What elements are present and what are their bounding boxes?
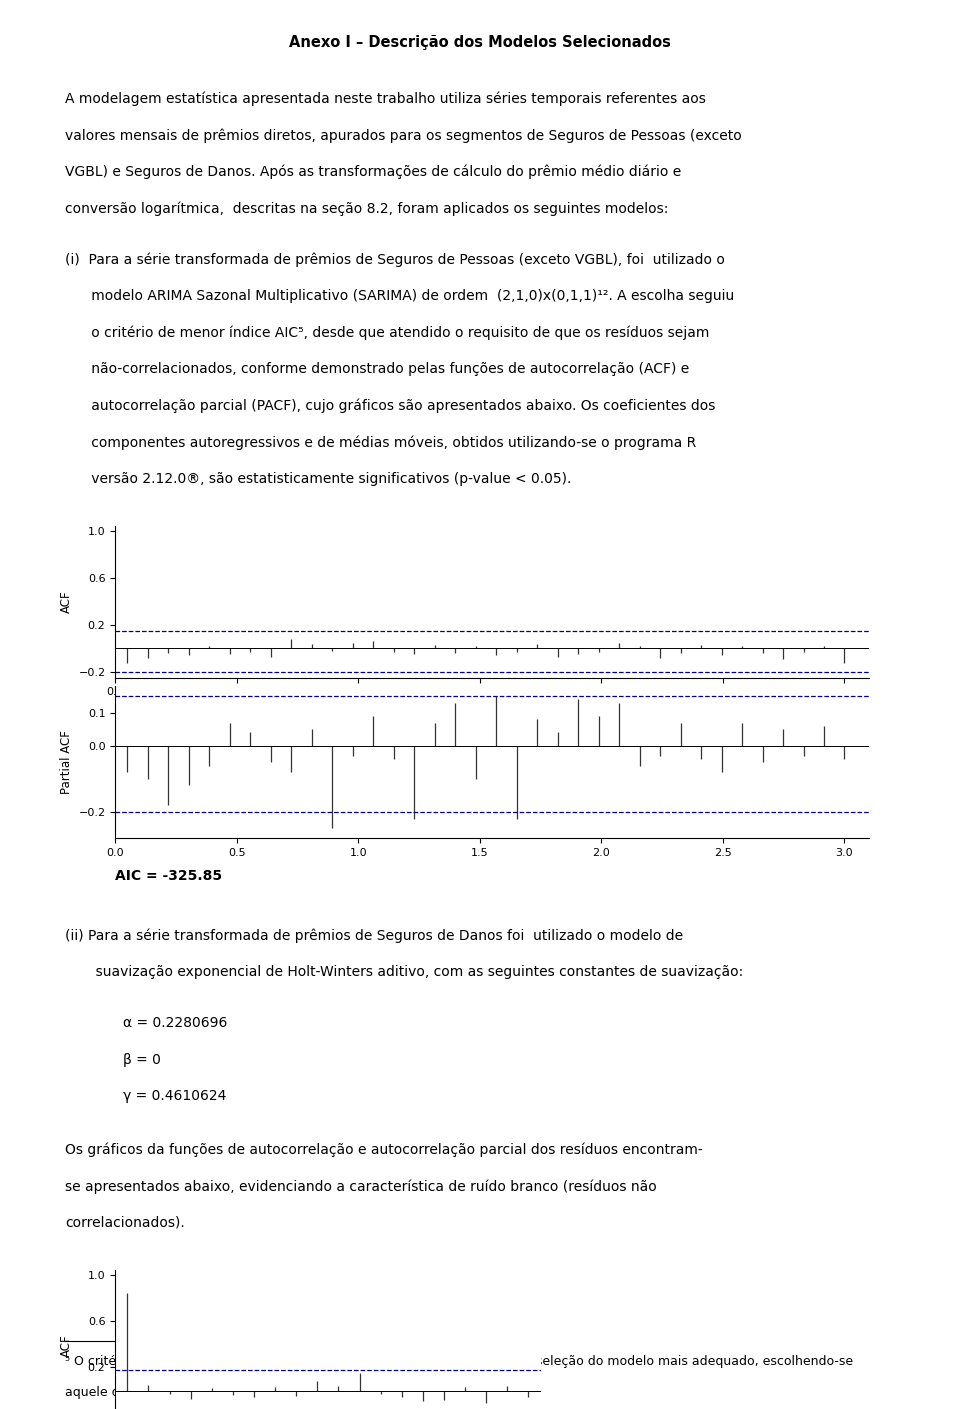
- Text: ⁵ O critério AIC (Akaike’s Information Criteria) costuma ser utilizado para a se: ⁵ O critério AIC (Akaike’s Information C…: [65, 1355, 853, 1368]
- Text: α = 0.2280696: α = 0.2280696: [123, 1016, 228, 1030]
- Text: versão 2.12.0®, são estatisticamente significativos (p-value < 0.05).: versão 2.12.0®, são estatisticamente sig…: [65, 472, 571, 486]
- Text: correlacionados).: correlacionados).: [65, 1216, 185, 1230]
- Text: (i)  Para a série transformada de prêmios de Seguros de Pessoas (exceto VGBL), f: (i) Para a série transformada de prêmios…: [65, 252, 725, 266]
- Text: suavização exponencial de Holt-Winters aditivo, com as seguintes constantes de s: suavização exponencial de Holt-Winters a…: [65, 965, 744, 979]
- Text: valores mensais de prêmios diretos, apurados para os segmentos de Seguros de Pes: valores mensais de prêmios diretos, apur…: [65, 128, 742, 142]
- Text: modelo ARIMA Sazonal Multiplicativo (SARIMA) de ordem  (2,1,0)x(0,1,1)¹². A esco: modelo ARIMA Sazonal Multiplicativo (SAR…: [65, 289, 734, 303]
- Text: conversão logarítmica,  descritas na seção 8.2, foram aplicados os seguintes mod: conversão logarítmica, descritas na seçã…: [65, 201, 669, 216]
- Text: o critério de menor índice AIC⁵, desde que atendido o requisito de que os resídu: o critério de menor índice AIC⁵, desde q…: [65, 325, 709, 340]
- Text: AIC = -325.85: AIC = -325.85: [115, 869, 223, 883]
- Y-axis label: Partial ACF: Partial ACF: [60, 730, 73, 795]
- Text: (ii) Para a série transformada de prêmios de Seguros de Danos foi  utilizado o m: (ii) Para a série transformada de prêmio…: [65, 929, 684, 943]
- Text: Anexo I – Descrição dos Modelos Selecionados: Anexo I – Descrição dos Modelos Selecion…: [289, 35, 671, 51]
- Text: Os gráficos da funções de autocorrelação e autocorrelação parcial dos resíduos e: Os gráficos da funções de autocorrelação…: [65, 1143, 703, 1157]
- Text: β = 0: β = 0: [123, 1053, 160, 1067]
- Text: autocorrelação parcial (PACF), cujo gráficos são apresentados abaixo. Os coefici: autocorrelação parcial (PACF), cujo gráf…: [65, 399, 715, 413]
- Text: não-correlacionados, conforme demonstrado pelas funções de autocorrelação (ACF) : não-correlacionados, conforme demonstrad…: [65, 362, 689, 376]
- Text: componentes autoregressivos e de médias móveis, obtidos utilizando-se o programa: componentes autoregressivos e de médias …: [65, 435, 697, 449]
- Text: γ = 0.4610624: γ = 0.4610624: [123, 1089, 227, 1103]
- Y-axis label: ACF: ACF: [60, 590, 73, 613]
- Text: se apresentados abaixo, evidenciando a característica de ruído branco (resíduos : se apresentados abaixo, evidenciando a c…: [65, 1179, 657, 1193]
- Text: aquele que apresenta o menor índice.: aquele que apresenta o menor índice.: [65, 1386, 304, 1399]
- Y-axis label: ACF: ACF: [60, 1334, 73, 1357]
- Text: A modelagem estatística apresentada neste trabalho utiliza séries temporais refe: A modelagem estatística apresentada nest…: [65, 92, 707, 106]
- Text: VGBL) e Seguros de Danos. Após as transformações de cálculo do prêmio médio diár: VGBL) e Seguros de Danos. Após as transf…: [65, 165, 682, 179]
